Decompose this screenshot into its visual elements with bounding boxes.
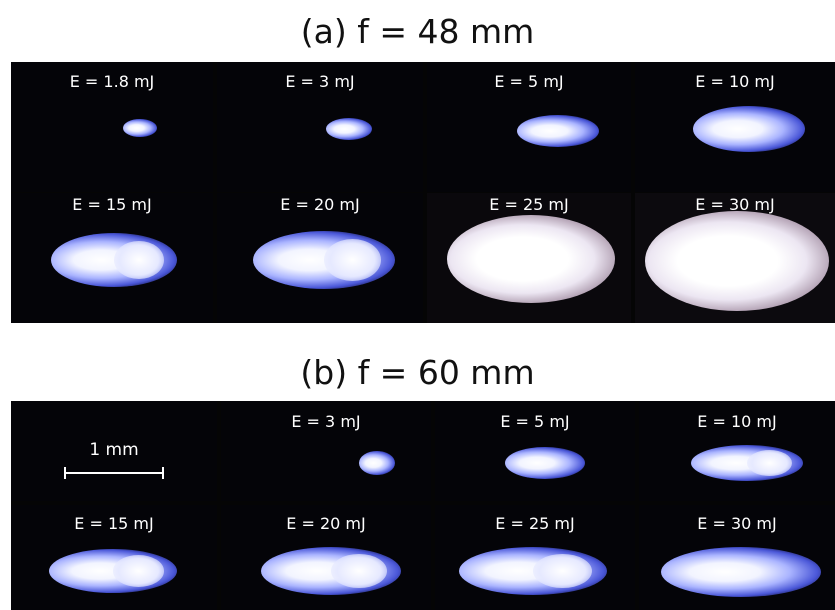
panel-b-title: (b) f = 60 mm xyxy=(300,353,535,392)
panel-a-image-6: E = 20 mJ xyxy=(217,193,423,323)
panel-a-image-3: E = 5 mJ xyxy=(427,62,631,192)
energy-label: E = 5 mJ xyxy=(494,72,564,91)
energy-label: E = 5 mJ xyxy=(500,412,570,431)
energy-label: E = 10 mJ xyxy=(695,72,775,91)
panel-b-image-5: E = 20 mJ xyxy=(221,505,431,610)
panel-b-image-2: E = 5 mJ xyxy=(435,401,635,501)
energy-label: E = 20 mJ xyxy=(280,195,360,214)
panel-b-image-1: E = 3 mJ xyxy=(221,401,431,501)
energy-label: E = 30 mJ xyxy=(695,195,775,214)
plasma-plume xyxy=(51,233,177,287)
energy-label: E = 20 mJ xyxy=(286,514,366,533)
plasma-plume xyxy=(517,115,599,147)
plasma-plume xyxy=(359,451,395,475)
plasma-plume xyxy=(326,118,372,140)
energy-label: E = 1.8 mJ xyxy=(69,72,155,91)
plasma-plume xyxy=(123,119,157,137)
panel-a-image-2: E = 3 mJ xyxy=(217,62,423,192)
panel-a-image-7: E = 25 mJ xyxy=(427,193,631,323)
plasma-plume xyxy=(459,547,607,595)
plasma-plume xyxy=(253,231,395,289)
plasma-plume xyxy=(661,547,821,597)
panel-b-image-6: E = 25 mJ xyxy=(435,505,635,610)
plasma-plume xyxy=(691,445,803,481)
panel-b-image-3: E = 10 mJ xyxy=(639,401,835,501)
panel-b-image-7: E = 30 mJ xyxy=(639,505,835,610)
panel-b-image-grid: 1 mm E = 3 mJ E = 5 mJ E = 10 mJ E = 15 … xyxy=(11,401,835,610)
plasma-plume xyxy=(693,106,805,152)
panel-a-image-grid: E = 1.8 mJ E = 3 mJ E = 5 mJ E = 10 mJ E… xyxy=(11,62,835,323)
panel-b-image-4: E = 15 mJ xyxy=(11,505,217,610)
energy-label: E = 30 mJ xyxy=(697,514,777,533)
plasma-plume xyxy=(261,547,401,595)
panel-a-image-8: E = 30 mJ xyxy=(635,193,835,323)
plasma-plume xyxy=(447,215,615,303)
energy-label: E = 15 mJ xyxy=(72,195,152,214)
scale-bar xyxy=(64,467,164,479)
energy-label: E = 3 mJ xyxy=(285,72,355,91)
energy-label: E = 25 mJ xyxy=(495,514,575,533)
energy-label: E = 3 mJ xyxy=(291,412,361,431)
energy-label: E = 10 mJ xyxy=(697,412,777,431)
panel-b-scale-cell: 1 mm xyxy=(11,401,217,501)
plasma-plume xyxy=(49,549,177,593)
plasma-plume xyxy=(645,211,829,311)
panel-a-image-4: E = 10 mJ xyxy=(635,62,835,192)
plasma-plume xyxy=(505,447,585,479)
panel-a-image-1: E = 1.8 mJ xyxy=(11,62,213,192)
panel-a-image-5: E = 15 mJ xyxy=(11,193,213,323)
energy-label: E = 15 mJ xyxy=(74,514,154,533)
scale-bar-label: 1 mm xyxy=(89,440,139,460)
panel-a-title: (a) f = 48 mm xyxy=(300,12,535,51)
energy-label: E = 25 mJ xyxy=(489,195,569,214)
